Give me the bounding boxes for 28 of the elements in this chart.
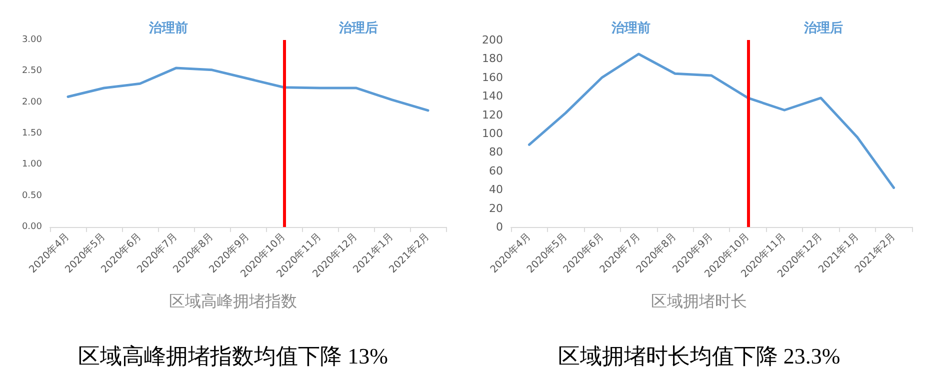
y-tick-label: 180 <box>482 52 503 66</box>
text: 治理后 <box>338 20 378 36</box>
y-tick-label: 1.00 <box>22 160 42 170</box>
text: 治理前 <box>610 20 650 36</box>
y-tick-label: 40 <box>489 183 503 196</box>
y-tick-label: 0.50 <box>22 190 42 201</box>
y-tick-label: 2.00 <box>22 97 42 108</box>
line-series <box>528 52 896 189</box>
text: 区域高峰拥堵指数均值下降 13% <box>78 344 388 368</box>
y-tick-label: 80 <box>489 146 503 159</box>
y-tick-label: 100 <box>482 127 503 140</box>
y-tick-label: 20 <box>489 202 503 215</box>
line-series <box>66 66 430 112</box>
y-tick-label: 60 <box>489 164 503 178</box>
y-tick-label: 3.00 <box>22 35 42 45</box>
y-tick-label: 120 <box>482 108 503 122</box>
y-tick-label: 140 <box>482 90 503 103</box>
text: 治理后 <box>802 20 843 36</box>
y-tick-label: 200 <box>482 34 503 46</box>
y-tick-label: 1.50 <box>22 128 42 138</box>
x-axis-title: 区域高峰拥堵指数 <box>169 292 297 310</box>
y-tick-label: 2.50 <box>22 66 42 76</box>
text: 区域拥堵时长均值下降 23.3% <box>558 344 840 368</box>
text: 治理前 <box>148 20 188 36</box>
x-axis-title: 区域拥堵时长 <box>651 292 747 310</box>
y-tick-label: 0 <box>496 220 503 234</box>
y-tick-label: 160 <box>482 70 503 84</box>
y-tick-label: 0.00 <box>22 222 42 232</box>
